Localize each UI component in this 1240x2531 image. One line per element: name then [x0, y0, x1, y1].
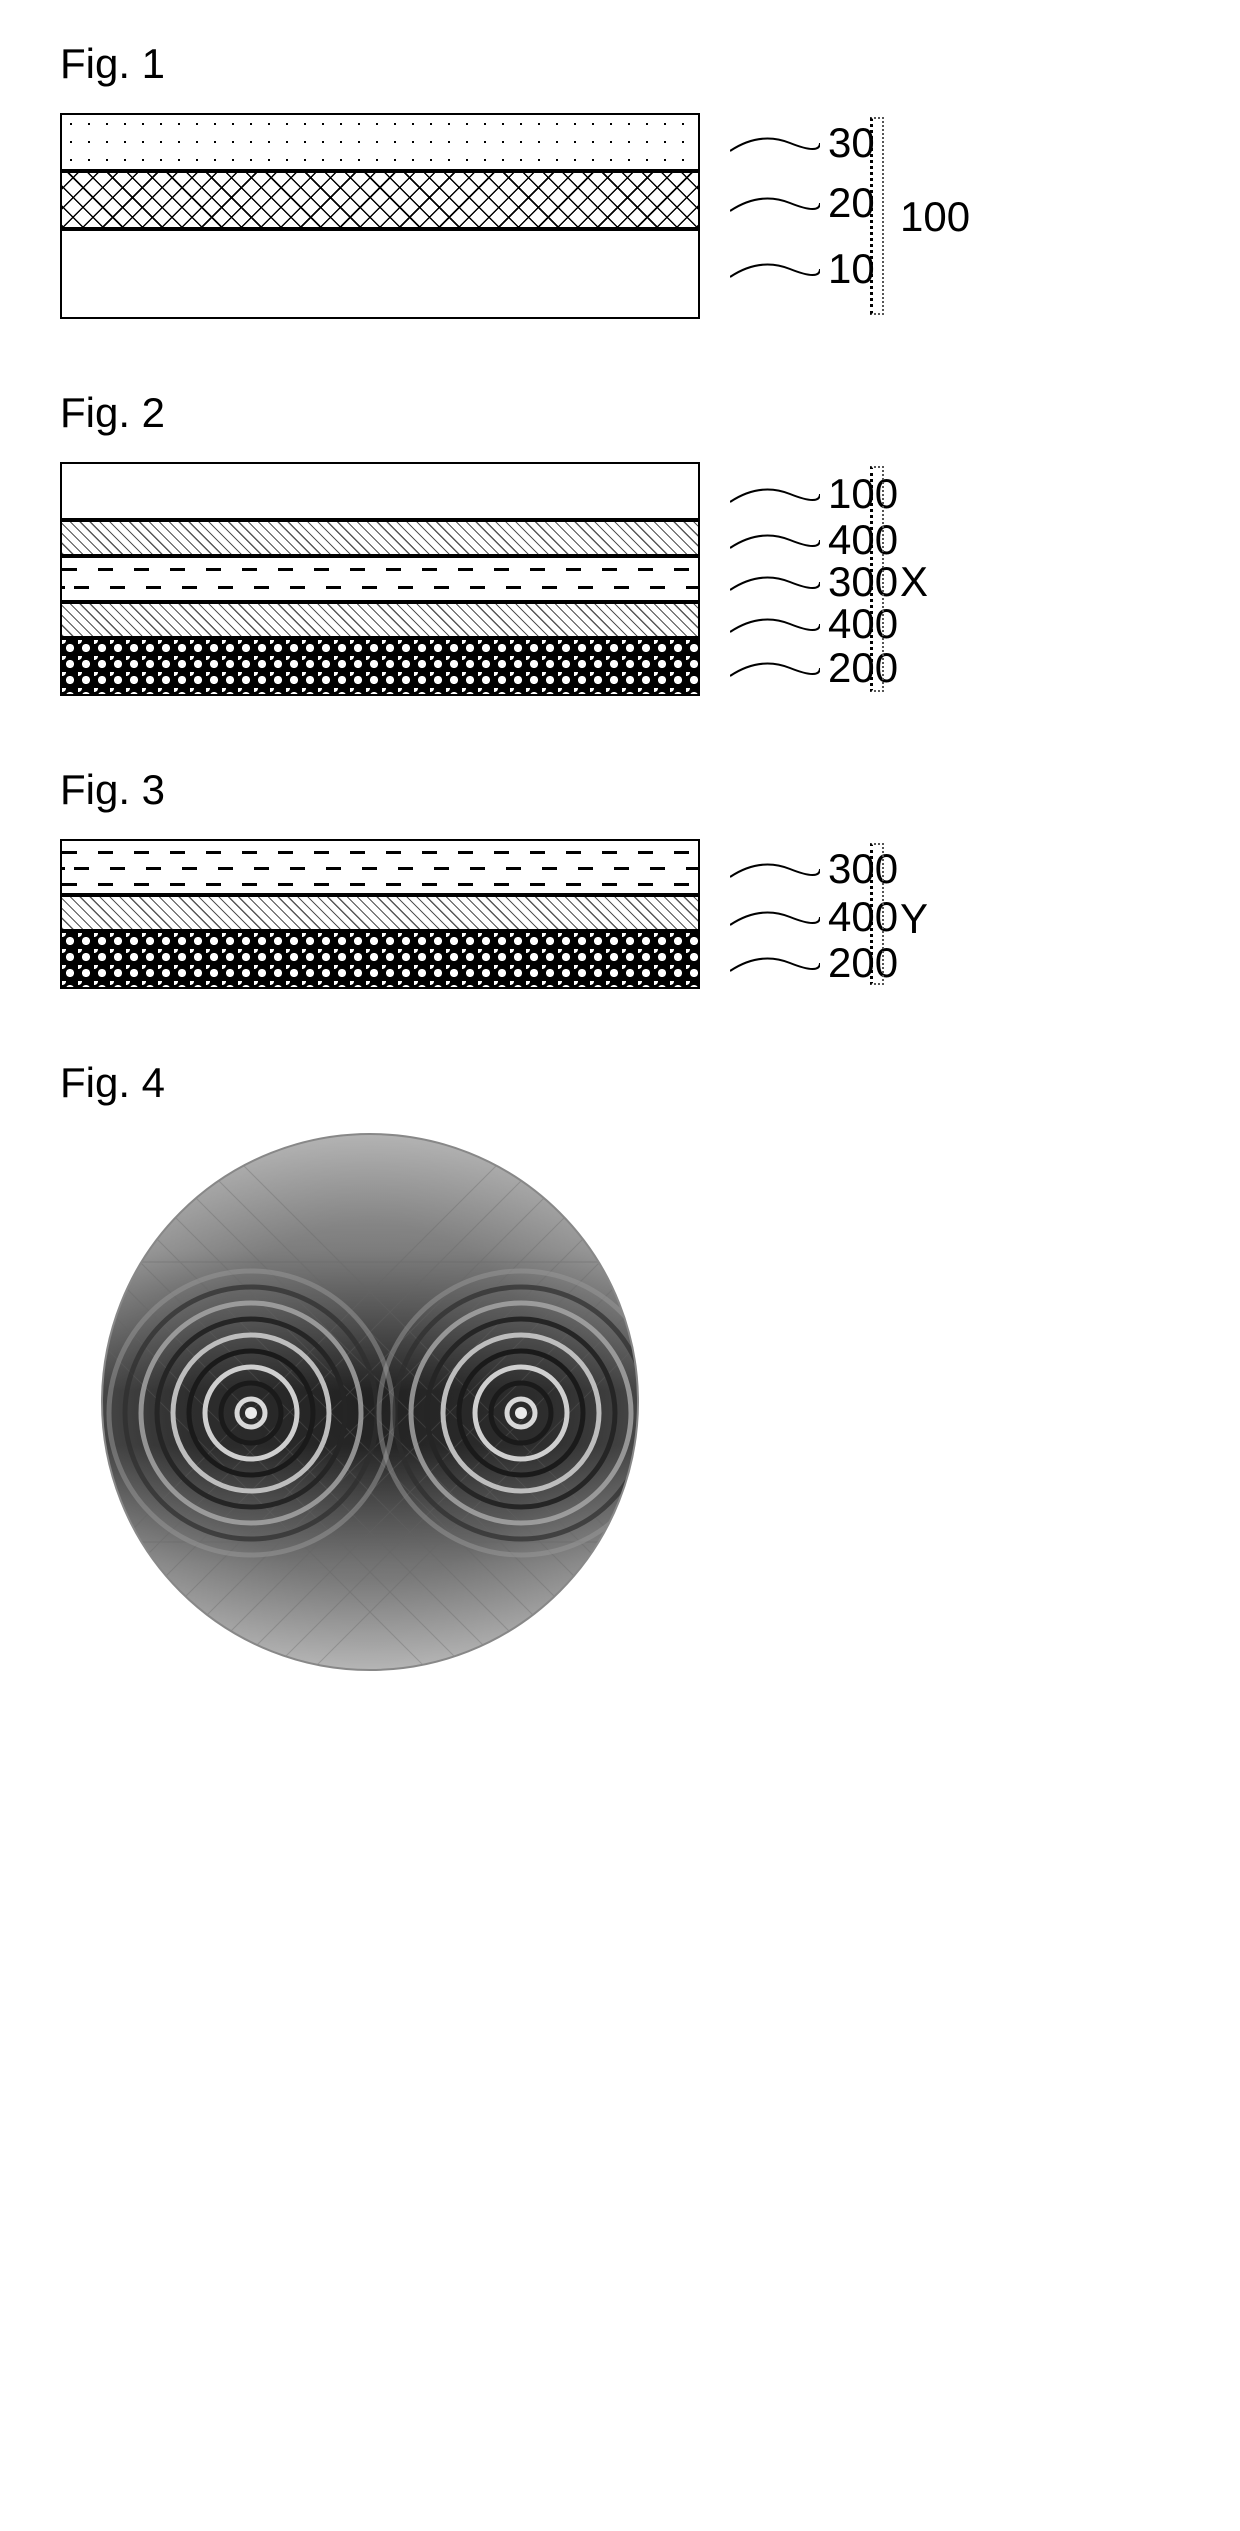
lead-line-icon: [730, 131, 820, 155]
dash-line: [62, 851, 698, 854]
fig2-stack: [60, 462, 700, 696]
fig1-label-row-1: 20: [730, 179, 875, 227]
fig1-label-1: 20: [828, 179, 875, 227]
fig2-bracket-label: X: [900, 558, 928, 606]
dash-line: [62, 568, 698, 571]
figure-1: Fig. 1 30 20 10 100: [60, 40, 1180, 319]
figure-2: Fig. 2 100 400 300 400: [60, 389, 1180, 696]
lead-line-icon: [730, 857, 820, 881]
fig2-layer-100: [60, 462, 700, 520]
fig1-label-0: 30: [828, 119, 875, 167]
fig2-layer-400b: [60, 602, 700, 638]
fig2-layer-300: [60, 556, 700, 602]
fig3-bracket-label: Y: [900, 895, 928, 943]
dash-line: [62, 586, 698, 589]
lead-line-icon: [730, 528, 820, 552]
lead-line-icon: [730, 191, 820, 215]
fig3-diagram: 300 400 200 Y: [60, 839, 1180, 989]
fig1-stack: [60, 113, 700, 319]
fig1-layer-10: [60, 229, 700, 319]
fig1-bracket-label: 100: [900, 193, 970, 241]
lead-line-icon: [730, 612, 820, 636]
lead-line-icon: [730, 656, 820, 680]
lead-line-icon: [730, 951, 820, 975]
fig1-label-2: 10: [828, 245, 875, 293]
lead-line-icon: [730, 905, 820, 929]
fig3-layer-300: [60, 839, 700, 895]
fig2-diagram: 100 400 300 400 200 X: [60, 462, 1180, 696]
fig3-label-1: 400: [828, 893, 898, 941]
lead-line-icon: [730, 482, 820, 506]
fig1-title: Fig. 1: [60, 40, 1180, 88]
fig1-diagram: 30 20 10 100: [60, 113, 1180, 319]
interference-pattern-icon: [100, 1132, 640, 1672]
fig3-stack: [60, 839, 700, 989]
fig2-title: Fig. 2: [60, 389, 1180, 437]
fig4-title: Fig. 4: [60, 1059, 1180, 1107]
fig3-bracket: [870, 843, 884, 985]
figure-3: Fig. 3 300 400 200 Y: [60, 766, 1180, 989]
fig2-label-0: 100: [828, 470, 898, 518]
figure-4: Fig. 4: [60, 1059, 1180, 1672]
fig3-title: Fig. 3: [60, 766, 1180, 814]
fig1-layer-30: [60, 113, 700, 171]
fig1-label-row-2: 10: [730, 245, 875, 293]
dash-line: [62, 883, 698, 886]
fig3-label-0: 300: [828, 845, 898, 893]
fig1-layer-20: [60, 171, 700, 229]
fig3-layer-200: [60, 931, 700, 989]
lead-line-icon: [730, 257, 820, 281]
fig2-label-2: 300: [828, 558, 898, 606]
lead-line-icon: [730, 570, 820, 594]
fig1-bracket: [870, 117, 884, 315]
fig4-image: [100, 1132, 640, 1672]
dash-line: [62, 867, 698, 870]
fig2-layer-200: [60, 638, 700, 696]
fig2-bracket: [870, 466, 884, 692]
fig2-label-3: 400: [828, 600, 898, 648]
fig3-layer-400: [60, 895, 700, 931]
fig2-label-1: 400: [828, 516, 898, 564]
fig2-label-4: 200: [828, 644, 898, 692]
fig1-label-row-0: 30: [730, 119, 875, 167]
fig3-label-2: 200: [828, 939, 898, 987]
fig2-layer-400a: [60, 520, 700, 556]
